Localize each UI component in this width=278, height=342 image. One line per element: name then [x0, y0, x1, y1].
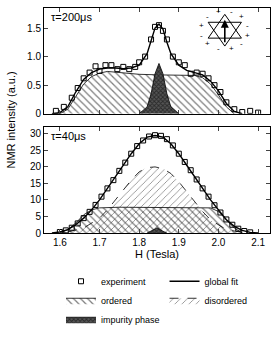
svg-text:-: -	[206, 12, 209, 21]
svg-text:1.9: 1.9	[172, 237, 186, 248]
svg-text:+: +	[216, 7, 221, 16]
svg-text:20: 20	[30, 161, 42, 172]
svg-text:τ=200μs: τ=200μs	[51, 11, 92, 23]
svg-text:1.7: 1.7	[93, 237, 107, 248]
svg-text:+: +	[245, 31, 250, 40]
svg-text:1.5: 1.5	[27, 23, 41, 34]
svg-text:+: +	[205, 39, 210, 48]
svg-text:0: 0	[35, 108, 41, 119]
svg-text:disordered: disordered	[205, 296, 248, 306]
svg-text:H (Tesla): H (Tesla)	[135, 248, 179, 260]
svg-text:1.0: 1.0	[27, 51, 41, 62]
svg-text:1.6: 1.6	[53, 237, 67, 248]
svg-text:-: -	[240, 39, 243, 48]
svg-text:+: +	[229, 44, 234, 53]
svg-text:-: -	[246, 21, 249, 30]
svg-text:τ=40μs: τ=40μs	[51, 130, 86, 142]
svg-text:global fit: global fit	[205, 277, 239, 287]
svg-text:10: 10	[30, 194, 42, 205]
svg-text:2.1: 2.1	[251, 237, 265, 248]
svg-text:impurity phase: impurity phase	[101, 315, 160, 325]
svg-text:ordered: ordered	[101, 296, 132, 306]
svg-text:1.8: 1.8	[132, 237, 146, 248]
svg-text:0: 0	[35, 228, 41, 239]
svg-text:experiment: experiment	[101, 277, 146, 287]
svg-text:30: 30	[30, 128, 42, 139]
svg-text:+: +	[239, 12, 244, 21]
svg-text:-: -	[217, 44, 220, 53]
svg-text:5: 5	[35, 211, 41, 222]
svg-text:-: -	[200, 31, 203, 40]
svg-text:15: 15	[30, 178, 42, 189]
svg-text:25: 25	[30, 145, 42, 156]
svg-text:+: +	[199, 21, 204, 30]
svg-text:0.5: 0.5	[27, 80, 41, 91]
svg-text:NMR intensity (a.u.): NMR intensity (a.u.)	[5, 71, 17, 168]
svg-text:-: -	[230, 7, 233, 16]
svg-text:2.0: 2.0	[212, 237, 226, 248]
